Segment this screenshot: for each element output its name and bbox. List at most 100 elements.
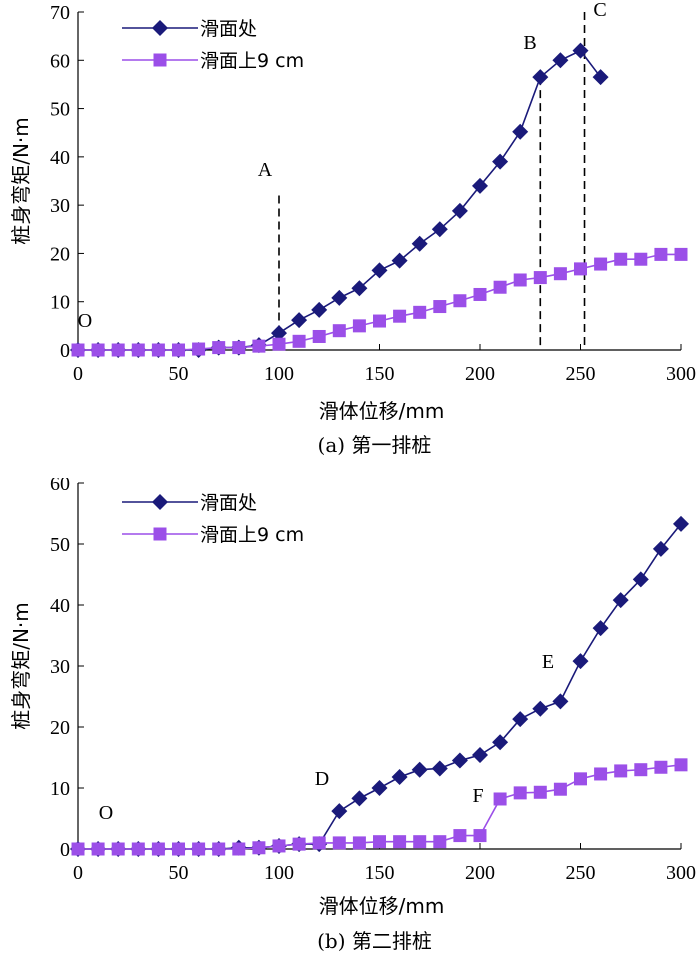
data-point-square	[453, 829, 467, 843]
y-tick-label: 30	[50, 195, 70, 217]
data-point-square	[352, 319, 366, 333]
data-point-square	[151, 842, 165, 856]
data-point-square	[614, 252, 628, 266]
data-point-square	[252, 339, 266, 353]
data-point-square	[352, 836, 366, 850]
data-point-diamond	[673, 515, 689, 532]
data-point-square	[232, 341, 246, 355]
y-axis-title: 桩身弯矩/N·m	[9, 117, 33, 245]
data-point-diamond	[411, 761, 428, 778]
data-point-square	[272, 839, 286, 853]
data-point-square	[71, 343, 85, 357]
data-point-square	[312, 836, 326, 850]
x-axis-title: 滑体位移/mm	[319, 894, 445, 918]
y-tick-label: 70	[50, 2, 70, 24]
annotation-label-a: A	[258, 159, 273, 181]
data-point-square	[413, 305, 427, 319]
y-tick-label: 50	[50, 534, 70, 556]
x-tick-label: 0	[73, 363, 83, 385]
data-point-diamond	[652, 540, 669, 557]
chart-caption: (a) 第一排桩	[318, 433, 432, 457]
legend-label: 滑面处	[200, 18, 257, 40]
data-point-square	[533, 271, 547, 285]
data-point-diamond	[371, 780, 388, 796]
data-point-diamond	[451, 752, 468, 769]
annotation-label-o: O	[78, 310, 92, 332]
data-point-diamond	[512, 123, 529, 140]
data-point-square	[192, 342, 206, 356]
data-point-diamond	[472, 747, 488, 764]
data-point-square	[654, 247, 668, 261]
annotation-label-c: C	[593, 0, 606, 21]
y-tick-label: 60	[50, 50, 70, 72]
data-point-square	[332, 324, 346, 338]
chart-panel-b: 0 10 20 30 40 50 60 0 50 100 150 200 250 300 滑体位移/mm 桩身…	[0, 478, 700, 956]
data-point-diamond	[351, 280, 368, 297]
x-tick-label: 150	[365, 862, 395, 884]
legend-marker-diamond	[152, 20, 168, 36]
x-tick-label: 200	[465, 363, 495, 385]
data-point-square	[111, 842, 125, 856]
data-point-square	[674, 247, 688, 261]
y-tick-label: 0	[60, 839, 70, 861]
data-point-square	[654, 760, 668, 774]
data-point-square	[553, 267, 567, 281]
data-point-square	[473, 287, 487, 301]
x-tick-label: 250	[566, 363, 596, 385]
y-tick-label: 40	[50, 147, 70, 169]
data-point-square	[473, 829, 487, 843]
data-point-square	[433, 835, 447, 849]
data-point-square	[131, 343, 145, 357]
y-tick-label: 10	[50, 292, 70, 314]
x-tick-label: 100	[264, 862, 294, 884]
x-tick-label: 250	[566, 862, 596, 884]
data-point-square	[614, 764, 628, 778]
data-point-diamond	[552, 52, 569, 69]
data-point-square	[172, 842, 185, 856]
y-tick-label: 40	[50, 595, 70, 617]
annotation-label-d: D	[315, 768, 329, 790]
data-point-square	[373, 314, 386, 328]
data-point-square	[292, 334, 306, 348]
data-point-square	[533, 785, 547, 799]
data-point-diamond	[532, 69, 549, 86]
x-tick-label: 0	[73, 862, 83, 884]
data-point-square	[71, 842, 85, 856]
y-tick-label: 50	[50, 99, 70, 121]
legend-marker-diamond	[152, 494, 168, 510]
data-point-square	[393, 309, 407, 323]
data-point-square	[312, 329, 326, 343]
x-tick-label: 300	[666, 363, 696, 385]
data-point-diamond	[572, 653, 589, 670]
chart-panel-a: 0 10 20 30 40 50 60 70 0 50 100 150 200 250 300 滑体位移/mm…	[9, 0, 696, 457]
data-point-square	[131, 842, 145, 856]
data-point-diamond	[431, 221, 448, 238]
legend-label: 滑面处	[200, 492, 257, 514]
data-point-diamond	[391, 252, 408, 269]
data-point-diamond	[512, 711, 529, 728]
data-point-square	[111, 343, 125, 357]
y-tick-label: 20	[50, 243, 70, 265]
data-point-diamond	[451, 202, 468, 219]
data-point-square	[413, 835, 427, 849]
annotation-label-b: B	[523, 32, 536, 54]
x-tick-label: 200	[465, 862, 495, 884]
data-point-square	[594, 767, 608, 781]
data-point-square	[453, 294, 467, 308]
data-point-diamond	[612, 592, 629, 609]
x-axis-title: 滑体位移/mm	[319, 399, 445, 423]
x-tick-label: 50	[169, 862, 189, 884]
chart-a-svg: 0 10 20 30 40 50 60 70 0 50 100 150 200 250 300 滑体位移/mm…	[9, 0, 696, 457]
annotation-label-e: E	[542, 651, 554, 673]
annotation-label-o: O	[99, 802, 113, 824]
data-point-square	[212, 341, 226, 355]
y-tick-label: 30	[50, 656, 70, 678]
legend-label: 滑面上9 cm	[200, 50, 304, 72]
data-point-diamond	[331, 289, 348, 306]
legend-marker-square	[153, 53, 167, 67]
data-point-diamond	[371, 262, 388, 279]
legend-label: 滑面上9 cm	[200, 524, 304, 546]
data-point-square	[634, 252, 648, 266]
y-tick-label: 20	[50, 717, 70, 739]
data-point-square	[553, 782, 567, 796]
